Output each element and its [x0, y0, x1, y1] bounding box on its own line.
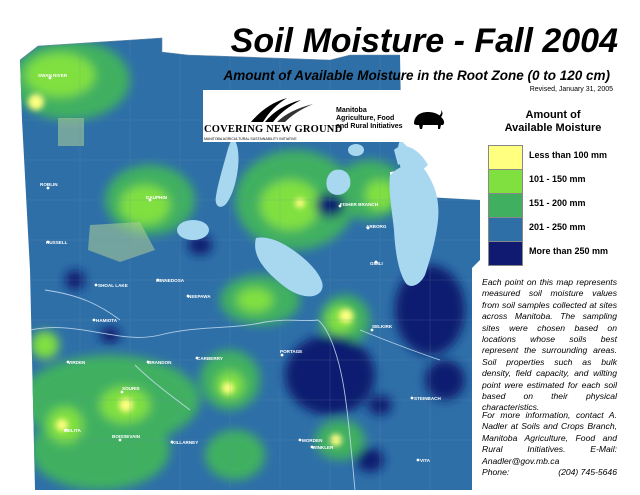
legend-title: Amount of Available Moisture [488, 109, 618, 135]
town-minnedosa: MINNEDOSA [156, 278, 185, 283]
rivers [29, 289, 441, 490]
town-label: KILLARNEY [172, 440, 198, 445]
town-swan-river: SWAN RIVER [38, 73, 68, 80]
town-label: DAUPHIN [146, 195, 168, 200]
contact-phone-label: Phone: [482, 467, 510, 478]
town-label: MORDEN [302, 438, 323, 443]
town-label: VITA [420, 458, 431, 463]
town-label: MELITA [64, 428, 81, 433]
town-label: PORTAGE [280, 349, 302, 354]
town-gimli: GIMLI [370, 260, 383, 266]
town-label: ROBLIN [40, 182, 58, 187]
no-data-zones [58, 118, 155, 262]
logo-line: and Rural Initiatives [336, 123, 403, 130]
logo-panel [203, 90, 453, 142]
town-label: SELKIRK [372, 324, 393, 329]
town-melita: MELITA [64, 428, 81, 433]
town-label: FISHER BRANCH [340, 202, 379, 207]
legend-swatch [488, 217, 523, 242]
bison-icon [414, 110, 445, 129]
town-label: CARBERRY [197, 356, 223, 361]
town-selkirk: SELKIRK [370, 324, 393, 332]
legend-label: 101 - 150 mm [529, 174, 586, 184]
manitoba-agriculture-logo-text: Manitoba Agriculture, Food and Rural Ini… [336, 107, 416, 131]
town-souris: SOURIS [120, 386, 140, 394]
revised-date: Revised, January 31, 2005 [529, 86, 613, 93]
contact-phone: (204) 745-5646 [558, 467, 617, 478]
town-label: HAMIOTA [96, 318, 118, 323]
town-fisher-branch: FISHER BRANCH [338, 202, 379, 208]
page-subtitle: Amount of Available Moisture in the Root… [223, 68, 610, 83]
town-shoal-lake: SHOAL LAKE [94, 283, 128, 288]
contact-phone-row: Phone: (204) 745-5646 [482, 467, 617, 478]
town-arborg: ARBORG [366, 224, 387, 230]
town-virden: VIRDEN [66, 360, 86, 365]
legend-item-151-200: 151 - 200 mm [488, 193, 618, 218]
town-boissevain: BOISSEVAIN [112, 434, 141, 442]
covering-new-ground-logo-icon [251, 98, 313, 122]
legend-swatch [488, 241, 523, 266]
legend-label: Less than 100 mm [529, 150, 608, 160]
town-label: GIMLI [370, 261, 383, 266]
legend-swatch [488, 145, 523, 170]
legend-swatch [488, 169, 523, 194]
town-killarney: KILLARNEY [170, 440, 198, 445]
logo-line: Agriculture, Food [336, 115, 395, 122]
town-neepawa: NEEPAWA [186, 294, 211, 299]
contact-info: For more information, contact A. Nadler … [482, 410, 617, 478]
town-dauphin: DAUPHIN [146, 195, 168, 202]
town-hamiota: HAMIOTA [92, 318, 118, 323]
page-title: Soil Moisture - Fall 2004 [230, 22, 618, 60]
legend-item-more-than-250: More than 250 mm [488, 241, 618, 266]
town-roblin: ROBLIN [40, 182, 58, 190]
town-label: BOISSEVAIN [112, 434, 141, 439]
town-vita: VITA [416, 458, 431, 463]
town-steinbach: STEINBACH [410, 396, 441, 401]
town-markers: SWAN RIVER ROBLIN DAUPHIN RUSSELL SHOAL … [38, 73, 441, 463]
town-label: SOURIS [122, 386, 140, 391]
town-winkler: WINKLER [310, 445, 334, 450]
town-label: ARBORG [366, 224, 387, 229]
town-carberry: CARBERRY [195, 356, 223, 361]
town-label: VIRDEN [68, 360, 86, 365]
legend-label: More than 250 mm [529, 246, 609, 256]
covering-new-ground-subtext: MANITOBA AGRICULTURAL SUSTAINABILITY INI… [204, 137, 297, 141]
map-description: Each point on this map represents measur… [482, 277, 617, 413]
town-label: MINNEDOSA [156, 278, 185, 283]
contact-text: For more information, contact A. Nadler … [482, 410, 617, 455]
logo-line: Manitoba [336, 107, 367, 114]
legend-swatch [488, 193, 523, 218]
legend-label: 201 - 250 mm [529, 222, 586, 232]
legend-item-101-150: 101 - 150 mm [488, 169, 618, 194]
legend-title-line: Available Moisture [504, 122, 602, 134]
legend-label: 151 - 200 mm [529, 198, 586, 208]
town-label: WINKLER [312, 445, 334, 450]
town-brandon: BRANDON [146, 360, 172, 365]
town-label: NEEPAWA [188, 294, 211, 299]
legend-item-less-than-100: Less than 100 mm [488, 145, 618, 170]
covering-new-ground-text: COVERING NEW GROUND [204, 124, 343, 135]
legend-item-201-250: 201 - 250 mm [488, 217, 618, 242]
town-russell: RUSSELL [46, 240, 68, 245]
contact-email[interactable]: E-Mail: Anadler@gov.mb.ca [482, 444, 617, 466]
town-label: BRANDON [148, 360, 172, 365]
town-label: RUSSELL [46, 240, 68, 245]
town-label: SHOAL LAKE [98, 283, 128, 288]
legend-title-line: Amount of [525, 109, 581, 121]
town-label: STEINBACH [414, 396, 441, 401]
town-portage: PORTAGE [280, 349, 302, 357]
town-label: SWAN RIVER [38, 73, 68, 78]
town-morden: MORDEN [298, 438, 323, 443]
